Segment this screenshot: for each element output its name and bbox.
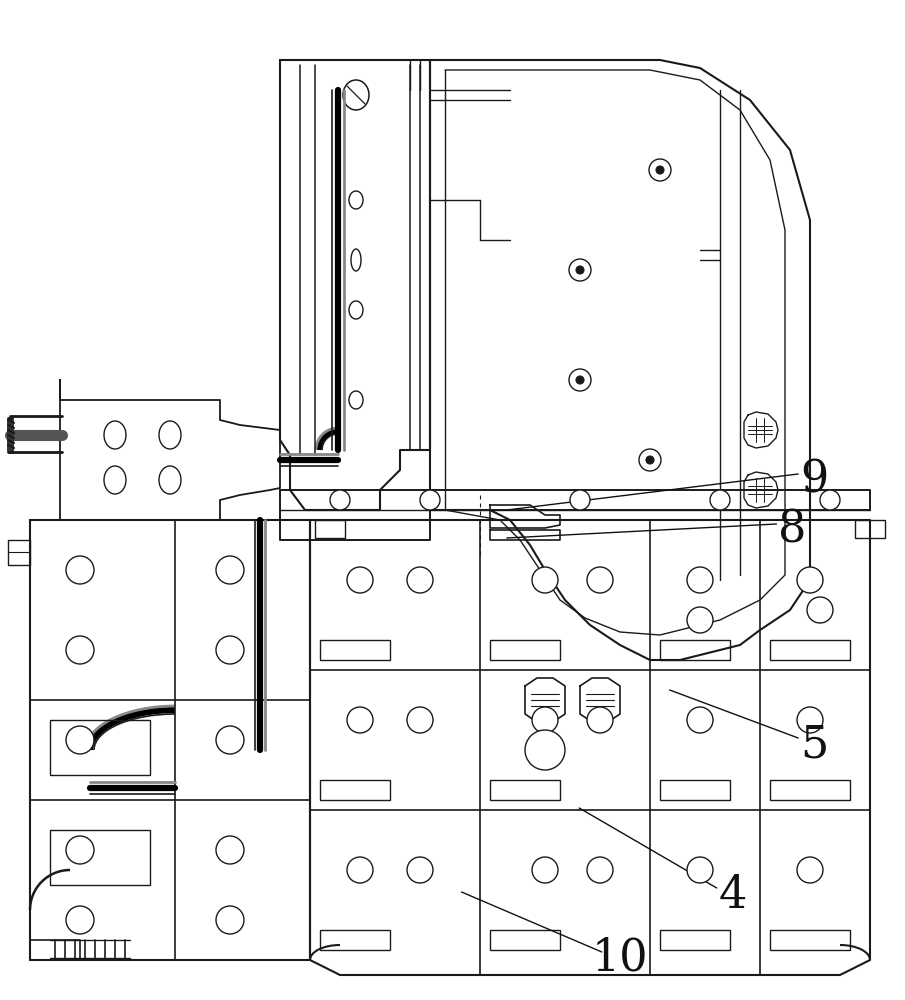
- Text: 9: 9: [800, 458, 829, 502]
- Circle shape: [820, 490, 840, 510]
- Bar: [50, 830, 150, 885]
- Bar: [490, 640, 560, 660]
- Circle shape: [569, 259, 591, 281]
- Circle shape: [420, 490, 440, 510]
- Circle shape: [66, 556, 94, 584]
- Circle shape: [576, 266, 584, 274]
- Bar: [320, 930, 390, 950]
- Circle shape: [407, 567, 433, 593]
- Circle shape: [587, 857, 613, 883]
- Bar: [50, 720, 150, 775]
- Circle shape: [587, 567, 613, 593]
- Circle shape: [639, 449, 661, 471]
- Circle shape: [797, 707, 823, 733]
- Circle shape: [710, 490, 730, 510]
- Circle shape: [66, 726, 94, 754]
- Bar: [770, 930, 850, 950]
- Circle shape: [216, 726, 244, 754]
- Circle shape: [216, 836, 244, 864]
- Circle shape: [407, 707, 433, 733]
- Circle shape: [532, 707, 558, 733]
- Bar: [660, 640, 730, 660]
- Bar: [315, 520, 345, 538]
- Circle shape: [687, 857, 713, 883]
- Circle shape: [330, 490, 350, 510]
- Circle shape: [216, 556, 244, 584]
- Text: 4: 4: [719, 873, 748, 917]
- Circle shape: [347, 567, 373, 593]
- Bar: [490, 930, 560, 950]
- Circle shape: [656, 166, 664, 174]
- Circle shape: [66, 906, 94, 934]
- Circle shape: [347, 857, 373, 883]
- Circle shape: [797, 857, 823, 883]
- Circle shape: [587, 707, 613, 733]
- Circle shape: [216, 906, 244, 934]
- Bar: [660, 780, 730, 800]
- Bar: [855, 520, 885, 538]
- Circle shape: [347, 707, 373, 733]
- Bar: [320, 640, 390, 660]
- Circle shape: [532, 567, 558, 593]
- Circle shape: [687, 707, 713, 733]
- Bar: [660, 930, 730, 950]
- Circle shape: [649, 159, 671, 181]
- Bar: [770, 780, 850, 800]
- Circle shape: [525, 730, 565, 770]
- Circle shape: [807, 597, 833, 623]
- Bar: [770, 640, 850, 660]
- Circle shape: [407, 857, 433, 883]
- Bar: [320, 780, 390, 800]
- Circle shape: [797, 567, 823, 593]
- Text: 5: 5: [800, 723, 829, 767]
- Circle shape: [66, 836, 94, 864]
- Circle shape: [569, 369, 591, 391]
- Circle shape: [216, 636, 244, 664]
- Circle shape: [570, 490, 590, 510]
- Circle shape: [576, 376, 584, 384]
- Bar: [490, 780, 560, 800]
- Circle shape: [532, 857, 558, 883]
- Text: 10: 10: [592, 936, 648, 980]
- Text: 8: 8: [777, 508, 806, 552]
- Circle shape: [687, 567, 713, 593]
- Circle shape: [687, 607, 713, 633]
- Circle shape: [66, 636, 94, 664]
- Circle shape: [646, 456, 654, 464]
